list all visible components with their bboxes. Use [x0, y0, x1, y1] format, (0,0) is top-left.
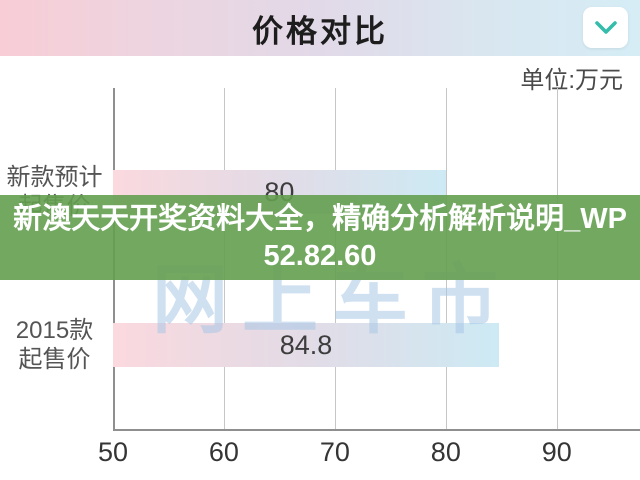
- ad-overlay-text-line1: 新澳天天开奖资料大全，精确分析解析说明_WP: [13, 202, 627, 235]
- ad-overlay-text-line2: 52.82.60: [263, 239, 377, 272]
- x-tick-label-80: 80: [430, 437, 461, 467]
- unit-label: 单位:万元: [520, 67, 623, 94]
- bar-row: 84.8: [113, 323, 640, 367]
- x-tick-label-70: 70: [319, 437, 350, 467]
- chevron-down-icon: [593, 17, 619, 39]
- card-header: 价格对比: [0, 0, 640, 56]
- bar-value-label: 84.8: [279, 329, 333, 360]
- ad-overlay-banner[interactable]: 新澳天天开奖资料大全，精确分析解析说明_WP 52.82.60: [0, 195, 640, 280]
- bar-1: 84.8: [113, 323, 500, 367]
- x-axis-ticks: 50 60 70 80 90: [0, 437, 640, 469]
- category-label-1: 2015款 起售价: [15, 317, 94, 373]
- x-tick-label-60: 60: [208, 437, 239, 467]
- x-tick-label-90: 90: [541, 437, 572, 467]
- x-axis-line: [113, 429, 640, 431]
- page-title: 价格对比: [252, 13, 388, 49]
- collapse-button[interactable]: [583, 7, 628, 48]
- x-tick-label-50: 50: [97, 437, 129, 467]
